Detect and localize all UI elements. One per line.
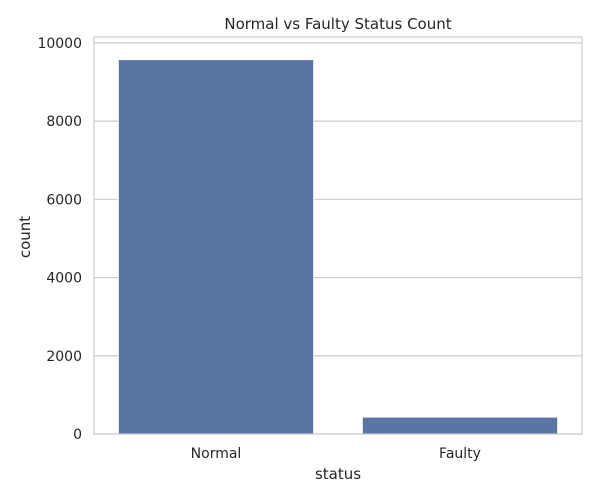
y-tick-label: 2000 bbox=[46, 349, 82, 365]
y-tick-label: 0 bbox=[73, 427, 82, 443]
y-tick-label: 6000 bbox=[46, 192, 82, 208]
bars-layer bbox=[118, 59, 558, 435]
bar-normal bbox=[118, 59, 314, 435]
y-tick-label: 4000 bbox=[46, 271, 82, 287]
plot-frame bbox=[93, 36, 583, 435]
y-tick-label: 10000 bbox=[37, 36, 82, 52]
bar-faulty bbox=[361, 416, 558, 435]
x-axis-label: status bbox=[315, 465, 361, 483]
x-tick-label: Faulty bbox=[439, 446, 481, 462]
x-tick-labels: Normal Faulty bbox=[191, 446, 481, 462]
y-tick-labels: 0 2000 4000 6000 8000 10000 bbox=[37, 36, 82, 443]
y-axis-label: count bbox=[16, 216, 34, 258]
x-tick-label: Normal bbox=[191, 446, 242, 462]
chart-title: Normal vs Faulty Status Count bbox=[224, 15, 451, 33]
y-tick-label: 8000 bbox=[46, 114, 82, 130]
